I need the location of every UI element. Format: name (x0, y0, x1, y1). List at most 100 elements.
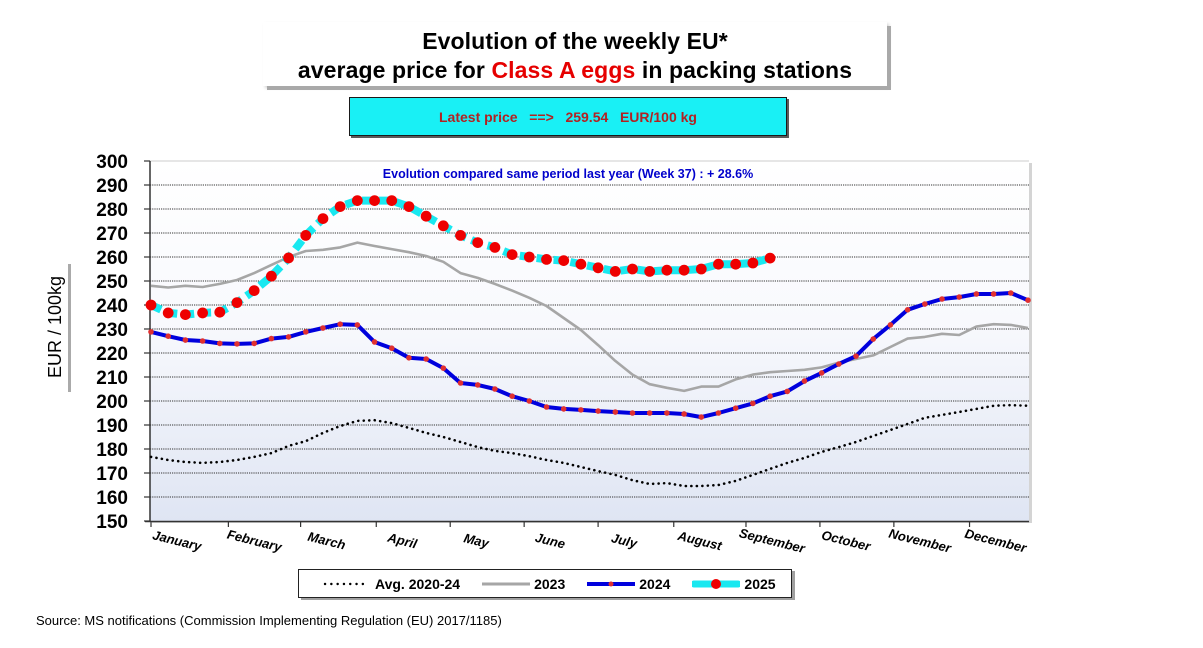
series-2024-point (732, 405, 739, 412)
plot-area (150, 161, 1029, 521)
series-2024-point (302, 329, 309, 335)
x-tick-label: March (306, 529, 347, 553)
chart-title-line2: average price for Class A eggs in packin… (263, 56, 887, 85)
series-2024-point (320, 325, 326, 331)
series-2025-point (506, 249, 518, 260)
x-tick-label: January (151, 527, 204, 554)
series-group (145, 195, 1031, 488)
legend-label-2023: 2023 (534, 575, 566, 592)
series-2024-point (492, 386, 498, 392)
y-tick-label: 240 (96, 296, 128, 317)
x-axis-ticks: January February March April May June July Augu… (150, 521, 1029, 556)
y-tick-label: 300 (96, 152, 128, 173)
series-2024-point (337, 321, 343, 328)
y-tick-label: 150 (96, 512, 128, 533)
series-2025-point (334, 201, 346, 213)
legend-swatch-2025 (692, 578, 741, 589)
series-2024-point (526, 398, 533, 404)
y-tick-label: 260 (96, 248, 128, 269)
series-2024-point (234, 341, 240, 347)
series-2025-point (627, 263, 638, 275)
series-2025-point (661, 264, 673, 276)
series-2025-point (455, 230, 466, 241)
series-2024-point (990, 291, 997, 297)
series-2024-point (406, 355, 412, 361)
series-2025-point (403, 201, 415, 213)
series-2024-point (784, 388, 791, 395)
series-2024-point (887, 322, 894, 328)
series-2024-point (629, 410, 636, 416)
series-2023-line (150, 241, 1029, 393)
series-2024-point (371, 339, 378, 345)
y-tick-label: 250 (96, 272, 128, 293)
series-2024-point (836, 361, 842, 367)
series-2024-point (509, 393, 515, 400)
latest-price-box: Latest price ==> 259.54 EUR/100 kg (349, 97, 787, 136)
series-2025-point (644, 266, 656, 277)
x-tick-label: April (385, 530, 419, 552)
series-2024-point (182, 337, 189, 343)
series-2025-point (300, 230, 312, 241)
series-2025-point (592, 262, 604, 274)
series-2024-point (904, 307, 911, 313)
series-2025-point (317, 213, 329, 225)
series-2025-point (179, 309, 191, 320)
series-2024-point (285, 334, 292, 340)
series-2024-point (1025, 297, 1031, 304)
y-tick-label: 160 (96, 488, 128, 509)
series-2025-point (231, 297, 243, 308)
series-2025-point (747, 257, 759, 269)
series-2025-point (764, 252, 776, 264)
x-tick-label: October (820, 527, 873, 554)
series-2025-point (472, 237, 484, 249)
x-tick-label: July (610, 530, 640, 551)
chart-title-box: Evolution of the weekly EU* average pric… (263, 22, 887, 86)
x-tick-label: September (738, 525, 808, 556)
series-2025-point (437, 220, 449, 232)
y-tick-label: 210 (96, 368, 128, 389)
title-highlight: Class A eggs (491, 57, 636, 83)
series-2024-point (440, 365, 447, 371)
series-2024-point (457, 380, 464, 386)
series-2024-point (354, 322, 361, 328)
series-2024-point (268, 335, 275, 342)
x-tick-label: November (887, 526, 953, 556)
series-2024-point (646, 410, 653, 416)
series-2024-point (681, 411, 687, 417)
series-2025-point (489, 242, 501, 253)
series-2024-point (578, 407, 584, 413)
series-2024-point (801, 378, 808, 384)
legend-item-2023: 2023 (482, 576, 565, 592)
series-2024-point (423, 356, 429, 362)
series-2025-point (730, 258, 742, 270)
series-2025-point (162, 307, 174, 319)
y-tick-label: 190 (96, 416, 128, 437)
series-2024-point (474, 382, 481, 388)
series-2025-point (523, 251, 535, 263)
series-2024-point (595, 408, 601, 414)
gridlines (150, 160, 1029, 498)
series-2025-point (695, 263, 707, 275)
legend-item-2024: 2024 (587, 576, 670, 592)
series-2024-point (1008, 290, 1014, 296)
y-tick-label: 200 (96, 392, 128, 413)
series-2025-point (713, 258, 724, 270)
legend-swatch-2024 (587, 581, 636, 586)
series-2024-point (199, 338, 206, 344)
series-2024-point (543, 404, 550, 410)
series-2025-point (558, 255, 570, 266)
legend-swatch-avg (323, 582, 371, 585)
title-prefix: average price for (297, 57, 492, 83)
series-2024-point (216, 340, 223, 347)
x-tick-label: June (534, 530, 567, 552)
series-2024-point (560, 406, 567, 412)
x-tick-label: August (675, 528, 724, 554)
series-2024-point (148, 329, 154, 335)
series-2025-point (351, 195, 363, 207)
y-axis-ticks: 150 160 170 180 190 200 210 220 230 240 250 260 270 2… (96, 152, 150, 533)
chart-annotation: Evolution compared same period last year… (383, 167, 753, 181)
title-suffix: in packing stations (635, 57, 853, 83)
legend-swatch-2023 (482, 582, 531, 585)
series-2024-point (664, 410, 670, 416)
